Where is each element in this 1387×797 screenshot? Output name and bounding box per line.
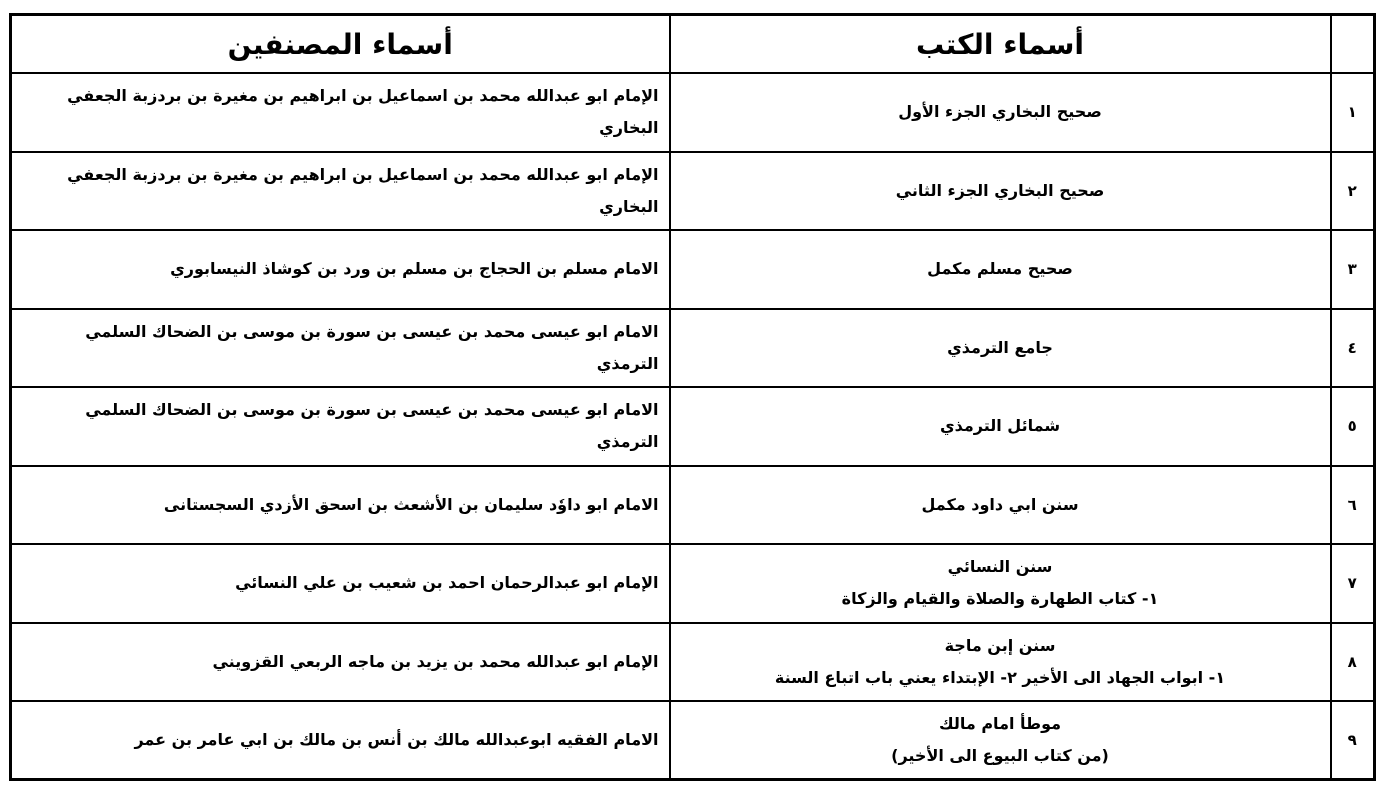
header-authors: أسماء المصنفين bbox=[9, 13, 671, 74]
table-row: ٤ جامع الترمذي الامام ابو عيسى محمد بن عيس… bbox=[9, 307, 1376, 388]
book-line: سنن النسائي bbox=[947, 557, 1053, 577]
row-number: ١ bbox=[1329, 72, 1376, 153]
row-number: ٢ bbox=[1329, 150, 1376, 231]
book-line: (من كتاب البيوع الى الأخير) bbox=[891, 746, 1109, 765]
book-name: سنن إبن ماجة ١- ابواب الجهاد الى الأخير ٢… bbox=[668, 621, 1332, 702]
row-number: ٤ bbox=[1329, 307, 1376, 388]
book-line: ١- كتاب الطهارة والصلاة والقيام والزكاة bbox=[841, 589, 1159, 609]
table-row: ٨ سنن إبن ماجة ١- ابواب الجهاد الى الأخير … bbox=[9, 621, 1376, 702]
author-name: الامام ابو داوٗد سليمان بن الأشعث بن اسح… bbox=[9, 464, 671, 545]
author-name: الامام ابو عيسى محمد بن عيسى بن سورة بن … bbox=[9, 386, 671, 467]
book-name: موطأ امام مالك (من كتاب البيوع الى الأخير… bbox=[668, 700, 1332, 781]
row-number: ٥ bbox=[1329, 386, 1376, 467]
books-table: أسماء الكتب أسماء المصنفين ١ صحيح البخاري… bbox=[9, 13, 1376, 781]
author-name: الإمام ابو عبدالله محمد بن يزيد بن ماجه … bbox=[9, 621, 671, 702]
document: أسماء الكتب أسماء المصنفين ١ صحيح البخاري… bbox=[9, 13, 1376, 781]
book-line: صحيح البخاري الجزء الأول bbox=[898, 102, 1102, 122]
header-number bbox=[1329, 13, 1376, 74]
header-books: أسماء الكتب bbox=[668, 13, 1332, 74]
table-row: ٣ صحيح مسلم مكمل الامام مسلم بن الحجاج بن … bbox=[9, 229, 1376, 310]
row-number: ٧ bbox=[1329, 543, 1376, 624]
table-row: ٧ سنن النسائي ١- كتاب الطهارة والصلاة والق… bbox=[9, 543, 1376, 624]
book-line: سنن ابي داود مكمل bbox=[921, 494, 1079, 514]
book-name: جامع الترمذي bbox=[668, 307, 1332, 388]
author-name: الامام الفقيه ابوعبدالله مالك بن أنس بن … bbox=[9, 700, 671, 781]
book-name: شمائل الترمذي bbox=[668, 386, 1332, 467]
table-row: ٦ سنن ابي داود مكمل الامام ابو داوٗد سليما… bbox=[9, 464, 1376, 545]
row-number: ٨ bbox=[1329, 621, 1376, 702]
book-name: سنن ابي داود مكمل bbox=[668, 464, 1332, 545]
table-row: ٩ موطأ امام مالك (من كتاب البيوع الى الأخي… bbox=[9, 700, 1376, 781]
author-name: الإمام ابو عبدالله محمد بن اسماعيل بن اب… bbox=[9, 72, 671, 153]
table-row: ٢ صحيح البخاري الجزء الثاني الإمام ابو عبد… bbox=[9, 150, 1376, 231]
author-name: الامام مسلم بن الحجاج بن مسلم بن ورد بن … bbox=[9, 229, 671, 310]
table-row: ١ صحيح البخاري الجزء الأول الإمام ابو عبدا… bbox=[9, 72, 1376, 153]
book-name: صحيح البخاري الجزء الثاني bbox=[668, 150, 1332, 231]
table-row: ٥ شمائل الترمذي الامام ابو عيسى محمد بن عي… bbox=[9, 386, 1376, 467]
row-number: ٩ bbox=[1329, 700, 1376, 781]
book-line: شمائل الترمذي bbox=[939, 416, 1061, 436]
author-name: الإمام ابو عبدالله محمد بن اسماعيل بن اب… bbox=[9, 150, 671, 231]
book-line: صحيح مسلم مكمل bbox=[927, 259, 1073, 279]
header-row: أسماء الكتب أسماء المصنفين bbox=[9, 13, 1376, 74]
author-name: الإمام ابو عبدالرحمان احمد بن شعيب بن عل… bbox=[9, 543, 671, 624]
row-number: ٣ bbox=[1329, 229, 1376, 310]
table-body: ١ صحيح البخاري الجزء الأول الإمام ابو عبدا… bbox=[9, 72, 1376, 781]
row-number: ٦ bbox=[1329, 464, 1376, 545]
author-name: الامام ابو عيسى محمد بن عيسى بن سورة بن … bbox=[9, 307, 671, 388]
book-line: ١- ابواب الجهاد الى الأخير ٢- الإبتداء ي… bbox=[774, 667, 1226, 687]
book-line: جامع الترمذي bbox=[947, 337, 1053, 357]
book-line: صحيح البخاري الجزء الثاني bbox=[895, 180, 1105, 200]
book-name: صحيح مسلم مكمل bbox=[668, 229, 1332, 310]
book-line: سنن إبن ماجة bbox=[944, 635, 1056, 655]
book-line: موطأ امام مالك bbox=[938, 714, 1062, 733]
book-name: سنن النسائي ١- كتاب الطهارة والصلاة والقي… bbox=[668, 543, 1332, 624]
book-name: صحيح البخاري الجزء الأول bbox=[668, 72, 1332, 153]
